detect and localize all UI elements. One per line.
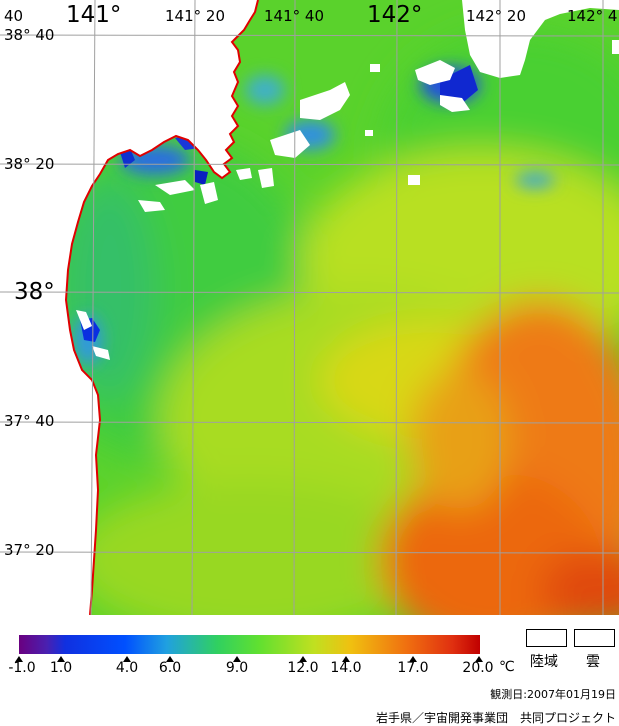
sea-surface-temperature-map: 40 141° 141° 20 141° 40 142° 142° 20 142… [0,0,619,615]
scale-tick-label: -1.0 [8,660,36,676]
scale-tick [233,656,241,662]
scale-tick-label: 20.0 [462,660,494,676]
scale-tick [123,656,131,662]
scale-tick-label: 4.0 [115,660,139,676]
longitude-label: 40 [4,7,24,25]
latitude-label: 37° 20 [4,541,55,559]
scale-tick-label: 9.0 [225,660,249,676]
cloud-areas [76,0,619,360]
temperature-field [0,0,619,615]
longitude-label: 142° 20 [466,7,526,25]
scale-tick [299,656,307,662]
land-legend-swatch [526,629,567,647]
latitude-label: 37° 40 [4,412,55,430]
longitude-label: 141° [66,2,122,28]
temperature-color-scale [19,635,480,654]
longitude-label: 142° [367,2,423,28]
latitude-label: 38° 40 [4,26,55,44]
scale-tick-label: 17.0 [397,660,429,676]
land-mass [0,0,258,615]
longitude-label: 141° 40 [264,7,324,25]
credit-text: 岩手県／宇宙開発事業団 共同プロジェクト [375,711,616,725]
coastline [64,0,259,615]
scale-tick-label: 1.0 [49,660,73,676]
cloud-legend-label: 雲 [586,654,600,670]
scale-tick-label: 12.0 [287,660,319,676]
scale-tick [475,656,483,662]
land-legend-label: 陸域 [530,654,558,670]
latitude-label: 38° 20 [4,155,55,173]
scale-tick [342,656,350,662]
cloud-legend-swatch [574,629,615,647]
temperature-unit: ℃ [499,659,515,675]
scale-tick [15,656,23,662]
longitude-label: 141° 20 [165,7,225,25]
scale-tick [166,656,174,662]
observation-date: 観測日:2007年01月19日 [490,688,616,701]
scale-tick [57,656,65,662]
latitude-label: 38° [14,279,55,305]
scale-tick-label: 14.0 [330,660,362,676]
scale-tick-label: 6.0 [158,660,182,676]
longitude-label: 142° 4 [567,7,618,25]
scale-tick [409,656,417,662]
grid-lines [0,0,619,615]
